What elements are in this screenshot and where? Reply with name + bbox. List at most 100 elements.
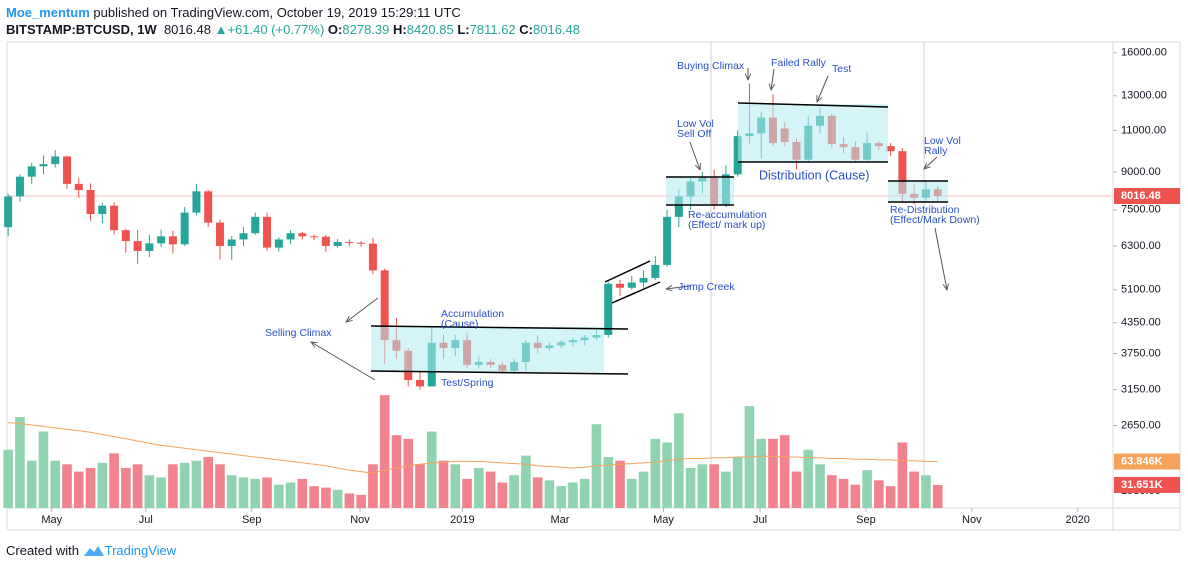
volume-bar [826,475,837,508]
candle-body [380,270,389,341]
candle-body [4,196,13,228]
y-tick-label: 11000.00 [1121,124,1166,136]
author[interactable]: Moe_mentum [6,5,90,20]
volume-bar [674,413,684,508]
x-tick-label: Nov [350,514,370,526]
distribution-box [738,104,888,162]
brand[interactable]: TradingView [104,543,177,558]
accumulation-box [371,327,604,372]
volume-ma-line [8,422,938,474]
volume-bar [179,462,190,508]
volume-bar [485,471,496,508]
volume-bar [391,435,402,508]
candle-body [321,236,330,246]
arrow [934,227,947,290]
volume-bar [756,438,766,508]
annotation: Selling Climax [265,327,332,339]
candle-body [251,216,260,234]
y-tick-label: 13000.00 [1121,90,1167,102]
candle-body [357,242,366,244]
volume-bar [556,486,566,508]
annotation: (Effect/Mark Down) [890,214,980,226]
y-tick-label: 16000.00 [1121,47,1167,59]
range-line [737,102,889,108]
price-tag: 8016.48 [1121,190,1161,202]
volume-bar [909,471,919,508]
volume-bar [838,478,849,508]
volume-bar [685,467,696,508]
header-line: Moe_mentum published on TradingView.com,… [6,5,461,20]
drawings [311,68,948,381]
candle-body [215,222,224,246]
frame [6,41,1181,531]
o-label: O: [327,22,343,37]
annotation: Rally [924,145,948,157]
candle-body [39,164,48,167]
volume-bar [321,487,331,508]
high: 8420.85 [406,22,454,37]
annotation: Sell Off [677,128,711,140]
volume-bar [368,464,378,508]
volume-bar [815,464,825,508]
volume-bar [897,442,908,508]
arrow [666,286,691,289]
volume-bar [615,460,625,508]
candle-body [651,264,660,278]
candle-body [239,233,248,240]
annotation: Test/Spring [441,377,494,389]
volume-bar [791,471,802,508]
candle-body [110,205,119,231]
volume-bar [238,477,249,508]
range-line [370,370,629,375]
volume-bar [250,478,261,508]
channel-line [611,281,661,304]
candle-body [168,236,177,245]
x-tick-label: Jul [753,514,767,526]
volume-bar [332,489,343,508]
volume-bar [73,471,84,508]
x-tick-label: 2019 [450,514,474,526]
volume-bar [379,395,390,508]
volume-ma-tag-bg [1114,453,1180,470]
annotation: Re-Distribution [890,204,960,216]
x-tick-label: Sep [242,514,262,526]
candle-body [274,239,283,248]
volume-bar [144,475,155,508]
logo [83,546,104,556]
candle-body [627,282,636,288]
volume-bar [262,477,272,508]
annotation: Failed Rally [771,57,827,69]
candle-body [98,205,107,215]
reaccumulation-box [666,177,734,205]
arrow [817,75,829,102]
volume-bar [109,453,119,508]
c-label: C: [519,22,533,37]
candle-body [616,283,625,288]
volume-bar [532,477,543,508]
volume-bar [62,464,72,508]
annotation: Low Vol [677,118,714,130]
candle-body [663,216,672,265]
candle-body [192,191,201,213]
volume-bar [97,462,108,508]
published: published on TradingView.com, October 19… [89,5,461,20]
volume-bar [3,449,13,508]
volume-bar [579,478,590,508]
volume-bar [803,449,814,508]
candle-body [415,380,424,387]
candle-body [333,242,342,246]
candle-body [227,239,236,246]
volume-bar [15,416,25,508]
x-tick-label: Nov [962,514,982,526]
volume-bar [156,477,166,508]
candle-body [298,233,307,237]
volume-bar [768,438,778,508]
volume-bar [721,471,731,508]
candle-body [345,242,354,244]
last-price: 8016.48 [163,22,211,37]
arrow [924,156,938,169]
y-tick-label: 6300.00 [1121,240,1161,252]
arrow [346,297,379,322]
arrow [771,68,774,90]
y-tick-label: 7500.00 [1121,204,1161,216]
